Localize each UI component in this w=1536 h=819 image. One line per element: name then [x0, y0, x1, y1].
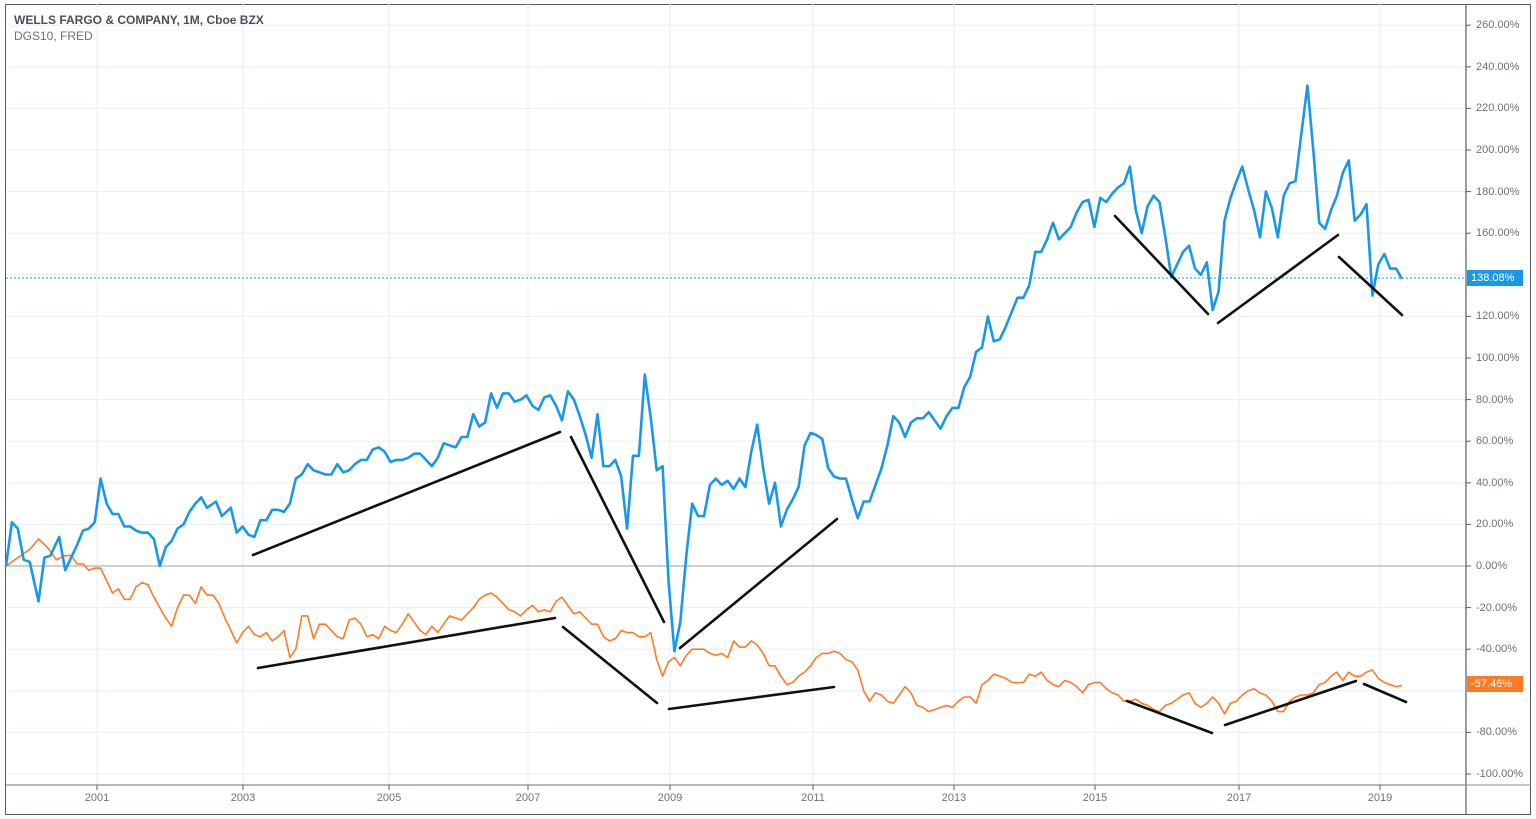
legend: WELLS FARGO & COMPANY, 1M, Cboe BZX DGS1… — [14, 12, 264, 44]
time-axis-label: 2005 — [376, 792, 402, 804]
price-axis-label: 80.00% — [1476, 393, 1514, 406]
trendline[interactable] — [561, 625, 659, 705]
time-axis-label: 2013 — [941, 792, 967, 804]
trendline[interactable] — [1337, 255, 1404, 317]
time-axis-label: 2009 — [657, 792, 683, 804]
trendline[interactable] — [667, 685, 836, 711]
trendline[interactable] — [1216, 233, 1340, 325]
time-axis-label: 2017 — [1226, 792, 1252, 804]
time-axis-label: 2007 — [515, 792, 541, 804]
time-axis-label: 2003 — [230, 792, 256, 804]
trendline[interactable] — [256, 616, 557, 670]
time-axis-label: 2015 — [1082, 792, 1108, 804]
trendline[interactable] — [678, 517, 839, 650]
price-axis-ticks — [1466, 24, 1471, 775]
price-axis-label: -20.00% — [1476, 601, 1517, 614]
legend-dgs10[interactable]: DGS10, FRED — [14, 29, 93, 43]
trendline[interactable] — [251, 430, 562, 557]
price-axis-label: 20.00% — [1476, 518, 1514, 531]
price-axis-label: 120.00% — [1476, 310, 1520, 323]
dgs10-last-value-badge: -57.46% — [1467, 676, 1523, 692]
trendline[interactable] — [1113, 214, 1210, 316]
time-axis-label: 2019 — [1367, 792, 1393, 804]
trendline[interactable] — [1362, 682, 1408, 704]
trendline[interactable] — [569, 435, 666, 624]
price-axis-label: 180.00% — [1476, 185, 1520, 198]
grid-lines — [6, 4, 1466, 785]
price-axis-label: 60.00% — [1476, 435, 1514, 448]
price-axis-label: 260.00% — [1476, 19, 1520, 32]
time-axis-label: 2001 — [84, 792, 110, 804]
time-axis-label: 2011 — [801, 792, 825, 804]
price-axis-label: 220.00% — [1476, 102, 1520, 115]
dgs10-series-line — [5, 538, 1403, 715]
price-axis-label: 240.00% — [1476, 60, 1520, 73]
price-axis-label: -100.00% — [1476, 768, 1524, 780]
trendline[interactable] — [1125, 699, 1214, 735]
time-axis-ticks — [96, 785, 1381, 790]
wfc-last-value-badge: 138.08% — [1467, 270, 1523, 286]
price-axis-label: 200.00% — [1476, 144, 1520, 156]
price-axis-label: -40.00% — [1476, 643, 1517, 656]
trendline-drawings[interactable] — [251, 214, 1408, 735]
price-axis-label: 100.00% — [1476, 352, 1520, 364]
price-axis-label: 160.00% — [1476, 227, 1520, 240]
price-axis-label: 40.00% — [1476, 476, 1514, 489]
trendline[interactable] — [1223, 679, 1358, 727]
price-axis-label: 0.00% — [1476, 560, 1508, 572]
chart-frame — [5, 4, 1531, 815]
price-axis-label: -80.00% — [1476, 726, 1517, 739]
legend-wfc[interactable]: WELLS FARGO & COMPANY, 1M, Cboe BZX — [14, 13, 264, 27]
